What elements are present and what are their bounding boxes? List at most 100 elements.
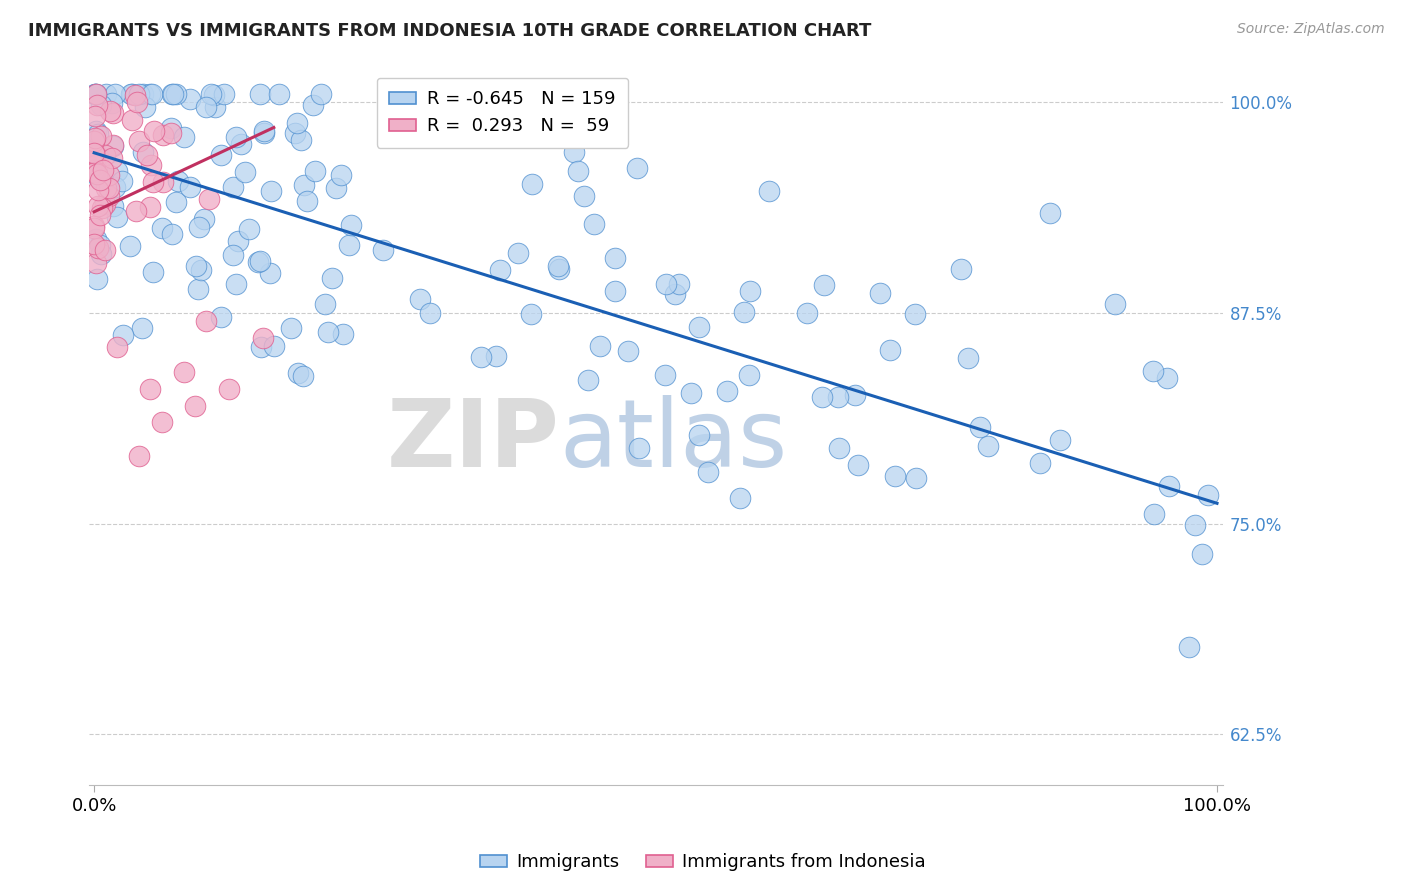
Point [93,197,115,211]
Point [162,87,184,101]
Point [904,307,927,321]
Point [688,427,710,442]
Point [737,368,759,382]
Point [173,365,195,379]
Point [142,175,165,189]
Point [247,255,270,269]
Point [160,126,183,140]
Point [827,390,849,404]
Point [520,306,543,320]
Point [1142,508,1164,522]
Point [419,306,441,320]
Point [187,282,209,296]
Point [269,87,291,101]
Point [263,339,285,353]
Point [716,384,738,399]
Point [330,169,353,183]
Point [91,163,114,178]
Point [83,221,105,235]
Point [87,150,110,164]
Point [193,212,215,227]
Point [120,239,142,253]
Point [87,148,110,162]
Point [94,244,117,258]
Point [209,148,232,162]
Point [132,145,155,159]
Point [325,181,347,195]
Point [292,368,315,383]
Point [184,260,207,274]
Point [321,270,343,285]
Point [105,340,128,354]
Point [121,113,143,128]
Point [128,449,150,463]
Point [547,260,569,274]
Point [152,175,174,189]
Point [304,164,326,178]
Point [253,126,276,140]
Point [135,148,157,162]
Point [578,373,600,387]
Point [166,174,188,188]
Point [470,351,492,365]
Point [738,284,761,298]
Point [297,194,319,209]
Point [165,194,187,209]
Point [1191,547,1213,561]
Point [94,181,117,195]
Point [904,470,927,484]
Point [1039,206,1062,220]
Point [285,116,308,130]
Point [132,87,155,101]
Point [84,135,107,149]
Point [197,192,219,206]
Point [1029,456,1052,470]
Point [1104,296,1126,310]
Point [200,87,222,101]
Point [101,138,124,153]
Point [97,180,120,194]
Point [603,252,626,266]
Point [212,87,235,101]
Point [124,87,146,102]
Point [238,222,260,236]
Point [179,179,201,194]
Point [195,100,218,114]
Text: ZIP: ZIP [387,395,560,487]
Point [340,218,363,232]
Point [142,265,165,279]
Point [409,292,432,306]
Point [86,255,108,269]
Point [253,124,276,138]
Point [152,128,174,142]
Point [83,131,105,145]
Point [1049,433,1071,447]
Point [567,164,589,178]
Point [91,201,114,215]
Point [84,124,107,138]
Point [949,262,972,277]
Point [879,343,901,358]
Point [290,132,312,146]
Point [104,180,127,194]
Point [188,220,211,235]
Point [250,341,273,355]
Point [160,121,183,136]
Point [828,441,851,455]
Point [179,92,201,106]
Point [332,327,354,342]
Point [86,98,108,112]
Point [280,321,302,335]
Point [87,184,110,198]
Point [1142,364,1164,378]
Point [627,442,650,456]
Point [1197,488,1219,502]
Point [120,87,142,101]
Point [688,320,710,334]
Point [318,325,340,339]
Point [150,416,173,430]
Point [105,210,128,224]
Point [679,386,702,401]
Point [235,165,257,179]
Point [884,469,907,483]
